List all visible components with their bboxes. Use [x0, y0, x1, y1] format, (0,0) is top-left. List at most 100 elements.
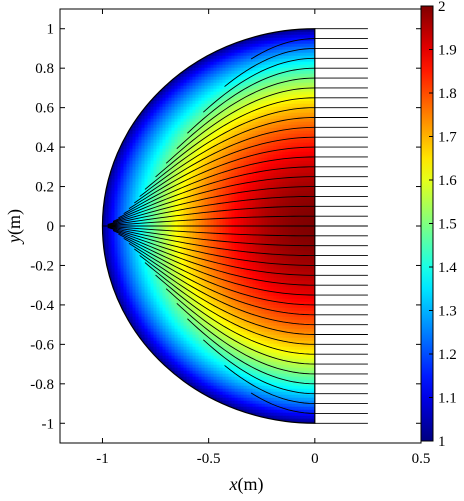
heat-cell: [297, 115, 302, 120]
heat-cell: [294, 244, 299, 249]
heat-cell: [153, 163, 158, 168]
heat-cell: [237, 79, 242, 84]
heat-cell: [129, 142, 134, 147]
heat-cell: [306, 37, 311, 42]
heat-cell: [108, 250, 113, 255]
heat-cell: [243, 274, 248, 279]
heat-cell: [204, 205, 209, 210]
heat-cell: [213, 88, 218, 93]
heat-cell: [186, 109, 191, 114]
heat-cell: [195, 235, 200, 240]
heat-cell: [300, 67, 305, 72]
heat-cell: [264, 274, 269, 279]
heat-cell: [207, 244, 212, 249]
heat-cell: [255, 43, 260, 48]
heat-cell: [312, 232, 315, 237]
heat-cell: [111, 190, 116, 195]
heat-cell: [180, 154, 185, 159]
heat-cell: [129, 139, 134, 144]
heat-cell: [276, 103, 281, 108]
heat-cell: [297, 181, 302, 186]
heat-cell: [165, 154, 170, 159]
heat-cell: [150, 247, 155, 252]
heat-cell: [291, 49, 296, 54]
heat-cell: [180, 220, 185, 225]
heat-cell: [261, 136, 266, 141]
heat-cell: [141, 154, 146, 159]
heat-cell: [303, 52, 308, 57]
heat-cell: [168, 208, 173, 213]
heat-cell: [195, 127, 200, 132]
heat-cell: [306, 127, 311, 132]
heat-cell: [294, 217, 299, 222]
heat-cell: [279, 85, 284, 90]
heat-cell: [117, 166, 122, 171]
heat-cell: [276, 31, 281, 36]
heat-cell: [132, 157, 137, 162]
heat-cell: [207, 169, 212, 174]
heat-cell: [216, 145, 221, 150]
heat-cell: [210, 163, 215, 168]
heat-cell: [306, 79, 311, 84]
heat-cell: [255, 76, 260, 81]
heat-cell: [219, 106, 224, 111]
heat-cell: [177, 211, 182, 216]
heat-cell: [129, 220, 134, 225]
heat-cell: [294, 226, 299, 231]
heat-cell: [264, 202, 269, 207]
heat-cell: [270, 43, 275, 48]
heat-cell: [246, 79, 251, 84]
heat-cell: [111, 253, 116, 258]
heat-cell: [249, 148, 254, 153]
heat-cell: [252, 106, 257, 111]
heat-cell: [252, 244, 257, 249]
heat-cell: [216, 148, 221, 153]
heat-cell: [180, 250, 185, 255]
heat-cell: [234, 151, 239, 156]
heat-cell: [126, 136, 131, 141]
heat-cell: [300, 271, 305, 276]
heat-cell: [297, 265, 302, 270]
heat-cell: [114, 184, 119, 189]
heat-cell: [129, 199, 134, 204]
heat-cell: [219, 256, 224, 261]
heat-cell: [186, 223, 191, 228]
heat-cell: [297, 250, 302, 255]
heat-cell: [180, 208, 185, 213]
heat-cell: [147, 211, 152, 216]
heat-cell: [183, 106, 188, 111]
heat-cell: [222, 238, 227, 243]
heat-cell: [174, 142, 179, 147]
heat-cell: [303, 94, 308, 99]
heat-cell: [222, 52, 227, 57]
heat-cell: [228, 130, 233, 135]
heat-cell: [201, 208, 206, 213]
heat-cell: [210, 118, 215, 123]
heat-cell: [210, 220, 215, 225]
heat-cell: [198, 223, 203, 228]
heat-cell: [153, 211, 158, 216]
heat-cell: [174, 82, 179, 87]
heat-cell: [288, 235, 293, 240]
heat-cell: [228, 52, 233, 57]
heat-cell: [219, 157, 224, 162]
heat-cell: [234, 139, 239, 144]
heat-cell: [249, 172, 254, 177]
heat-cell: [132, 121, 137, 126]
heat-cell: [171, 196, 176, 201]
heat-cell: [204, 154, 209, 159]
heat-cell: [234, 115, 239, 120]
heat-cell: [243, 175, 248, 180]
heat-cell: [153, 259, 158, 264]
heat-cell: [126, 217, 131, 222]
heat-cell: [264, 34, 269, 39]
heat-cell: [291, 82, 296, 87]
heat-cell: [195, 208, 200, 213]
heat-cell: [213, 76, 218, 81]
heat-cell: [171, 166, 176, 171]
heat-cell: [255, 148, 260, 153]
heat-cell: [297, 154, 302, 159]
heat-cell: [261, 268, 266, 273]
heat-cell: [210, 169, 215, 174]
heat-cell: [195, 61, 200, 66]
